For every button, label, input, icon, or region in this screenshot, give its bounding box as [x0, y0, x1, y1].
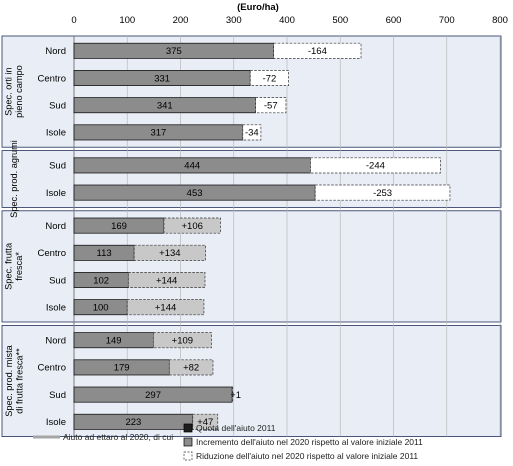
bar-change-label: +109	[172, 336, 193, 347]
bar-change-label: +106	[182, 221, 203, 232]
category-label: Sud	[49, 161, 66, 172]
bar-quota-label: 453	[187, 188, 203, 199]
legend-quota-swatch	[183, 423, 193, 433]
bar-change-label: +1	[230, 390, 241, 401]
legend-incremento-swatch	[183, 437, 193, 447]
group-label: Spec. fruttafresca*	[4, 242, 25, 290]
x-tick-label: 400	[279, 15, 295, 26]
legend-incremento-label: Incremento dell'aiuto nel 2020 rispetto …	[196, 437, 423, 447]
bar-change-label: +47	[197, 417, 213, 428]
group-label: Spec. orti inpieno campo	[4, 65, 25, 118]
category-label: Sud	[49, 275, 66, 286]
bar-change-label: -164	[308, 46, 327, 57]
bar-riduzione	[242, 124, 262, 141]
bar-change-label: +144	[156, 275, 177, 286]
bar-change-label: +134	[159, 248, 180, 259]
legend-total-label: Aiuto ad ettaro al 2020, di cui	[63, 432, 173, 442]
bar-quota-label: 297	[145, 390, 161, 401]
category-label: Sud	[49, 390, 66, 401]
bar-riduzione	[273, 42, 362, 59]
category-label: Sud	[49, 101, 66, 112]
bar-quota-label: 317	[150, 128, 166, 139]
group-label: Spec. prod. mistadi frutta fresca**	[4, 344, 25, 416]
legend-quota-label: Quota dell'aiuto 2011	[196, 423, 276, 433]
x-tick-label: 700	[439, 15, 455, 26]
bar-quota-label: 149	[106, 336, 122, 347]
bar-incremento	[133, 244, 206, 261]
bar-change-label: -57	[264, 101, 278, 112]
legend-riduzione-swatch	[183, 451, 193, 461]
category-label: Isole	[46, 417, 66, 428]
x-tick-label: 500	[332, 15, 348, 26]
category-label: Centro	[37, 73, 66, 84]
bar-quota-label: 444	[184, 161, 200, 172]
bar-riduzione	[249, 70, 289, 86]
legend-riduzione-label: Riduzione dell'aiuto nel 2020 rispetto a…	[196, 451, 418, 461]
bar-incremento	[127, 272, 206, 288]
bar-change-label: -244	[366, 161, 385, 172]
bar-quota-label: 113	[97, 248, 112, 259]
category-label: Centro	[37, 248, 66, 259]
bar-quota-label: 375	[166, 46, 182, 57]
bar-change-label: +82	[183, 363, 199, 374]
category-label: Nord	[45, 46, 66, 57]
bar-quota-label: 100	[93, 303, 109, 314]
bar-incremento	[152, 332, 212, 349]
bar-riduzione	[310, 157, 441, 174]
bar-riduzione	[255, 97, 287, 114]
bar-quota-label: 169	[111, 221, 127, 232]
category-label: Isole	[46, 303, 66, 314]
bar-quota-label: 223	[125, 417, 141, 428]
x-tick-label: 600	[386, 15, 402, 26]
x-tick-label: 0	[71, 15, 76, 26]
bar-quota-label: 341	[157, 101, 173, 112]
bar-change-label: -72	[263, 73, 277, 84]
category-label: Isole	[46, 188, 66, 199]
group-label: Spec. prod. agrumi	[9, 140, 19, 218]
category-label: Centro	[37, 363, 66, 374]
bar-incremento	[231, 386, 234, 403]
bar-change-label: -34	[245, 128, 259, 139]
x-tick-label: 800	[492, 15, 508, 26]
bar-incremento	[163, 217, 221, 234]
category-label: Isole	[46, 128, 66, 139]
legend: Aiuto ad ettaro al 2020, di cui Quota de…	[33, 423, 423, 461]
bar-quota-label: 179	[114, 363, 130, 374]
unit-label: (Euro/ha)	[237, 2, 279, 13]
category-label: Nord	[45, 336, 66, 347]
bar-quota-label: 331	[154, 73, 170, 84]
bar-riduzione	[314, 184, 451, 201]
bar-incremento	[126, 299, 205, 316]
bar-incremento	[192, 413, 219, 430]
bar-change-label: +144	[155, 303, 176, 314]
bar-change-label: -253	[373, 188, 392, 199]
x-tick-label: 100	[119, 15, 135, 26]
bar-incremento	[168, 359, 214, 376]
category-label: Nord	[45, 221, 66, 232]
x-tick-label: 300	[226, 15, 242, 26]
bar-quota-label: 102	[93, 275, 109, 286]
x-tick-label: 200	[173, 15, 189, 26]
